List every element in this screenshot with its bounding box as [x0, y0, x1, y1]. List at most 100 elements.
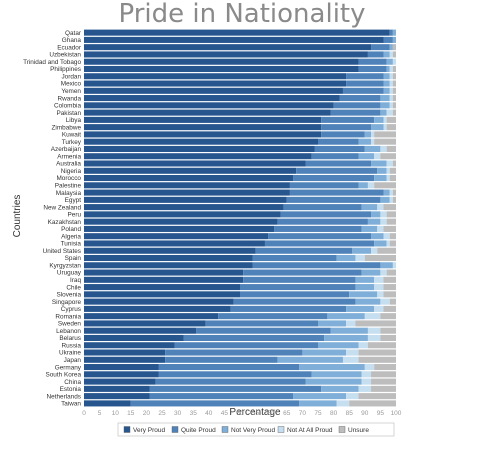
y-tick-label: Zimbabwe: [52, 124, 82, 131]
bar-egypt-very-proud: [84, 196, 287, 203]
bar-romania-very-proud: [84, 313, 219, 320]
bar-uzbekistan-unsure: [392, 51, 396, 58]
bar-pakistan-not-at-all-proud: [386, 109, 393, 116]
y-tick-label: Nigeria: [61, 168, 82, 175]
bar-cyprus-unsure: [383, 305, 396, 312]
bar-tunisia-quite-proud: [264, 240, 375, 247]
bar-new-zealand-unsure: [383, 204, 396, 211]
bar-japan-not-very-proud: [277, 356, 343, 363]
bar-south-korea-not-very-proud: [311, 371, 362, 378]
bar-japan-unsure: [358, 356, 396, 363]
bar-rwanda-unsure: [392, 95, 396, 102]
bar-iraq-quite-proud: [243, 276, 356, 283]
bar-uruguay-not-at-all-proud: [380, 269, 387, 276]
bar-germany-not-very-proud: [299, 364, 365, 371]
bar-kazakhstan-unsure: [386, 218, 396, 225]
y-tick-label: Belarus: [59, 335, 81, 342]
bar-trinidad-and-tobago-not-very-proud: [386, 58, 393, 65]
y-tick-label: Uruguay: [57, 270, 82, 277]
bar-azerbaijan-quite-proud: [314, 145, 365, 152]
bar-netherlands-very-proud: [84, 393, 150, 400]
bar-romania-unsure: [380, 313, 396, 320]
bar-azerbaijan-very-proud: [84, 145, 315, 152]
bar-belarus-not-at-all-proud: [367, 334, 381, 342]
bar-tunisia-unsure: [389, 240, 396, 247]
x-tick-label: 55: [252, 410, 260, 417]
bar-chile-unsure: [383, 284, 396, 291]
bar-poland-not-very-proud: [361, 225, 378, 232]
bar-russia-not-at-all-proud: [358, 342, 368, 349]
bar-poland-very-proud: [84, 225, 275, 232]
bar-malaysia-quite-proud: [289, 189, 384, 196]
bar-south-korea-very-proud: [84, 371, 159, 378]
legend-swatch-very-proud: [123, 426, 131, 433]
bar-poland-not-at-all-proud: [377, 225, 384, 232]
bar-chile-very-proud: [84, 284, 240, 291]
y-tick-label: Egypt: [65, 197, 82, 204]
bars-group: [84, 29, 396, 407]
bar-ukraine-unsure: [358, 349, 396, 356]
bar-mexico-not-at-all-proud: [389, 80, 393, 87]
x-tick-label: 65: [283, 410, 291, 417]
y-tick-label: Cyprus: [61, 306, 81, 313]
bar-estonia-not-very-proud: [321, 385, 359, 392]
bar-sweden-not-at-all-proud: [346, 320, 356, 327]
bar-libya-not-at-all-proud: [383, 116, 387, 123]
bar-south-korea-unsure: [371, 371, 396, 378]
legend-label-unsure: Unsure: [348, 427, 369, 434]
bar-turkey-not-at-all-proud: [371, 138, 375, 145]
y-tick-label: Russia: [61, 342, 81, 349]
y-tick-label: Mexico: [61, 81, 82, 88]
y-tick-label: Lebanon: [56, 328, 81, 335]
bar-azerbaijan-not-very-proud: [364, 145, 381, 152]
y-tick-label: Yemen: [61, 88, 81, 95]
bar-rwanda-not-very-proud: [380, 95, 390, 102]
bar-libya-very-proud: [84, 116, 322, 123]
bar-netherlands-not-very-proud: [293, 393, 347, 400]
x-axis-title: Percentage: [229, 407, 281, 418]
bar-germany-unsure: [374, 364, 396, 371]
bar-morocco-very-proud: [84, 175, 294, 182]
bar-armenia-very-proud: [84, 153, 312, 160]
bar-taiwan-not-very-proud: [299, 400, 337, 407]
y-tick-label: Pakistan: [56, 110, 81, 117]
bar-qatar-very-proud: [84, 29, 390, 36]
bar-australia-quite-proud: [305, 160, 372, 167]
legend: Very Proud Quite Proud Not Very Proud Not A…: [117, 422, 395, 437]
bar-jordan-not-at-all-proud: [389, 73, 393, 80]
y-tick-label: Morocco: [56, 175, 81, 182]
bar-taiwan-quite-proud: [130, 400, 300, 407]
bar-peru-very-proud: [84, 211, 281, 218]
bar-azerbaijan-not-at-all-proud: [380, 145, 387, 152]
y-tick-label: Chile: [66, 284, 81, 291]
y-tick-label: Japan: [64, 357, 82, 364]
bar-malaysia-very-proud: [84, 189, 290, 196]
bar-spain-quite-proud: [252, 254, 337, 262]
bar-slovenia-very-proud: [84, 291, 240, 298]
x-tick-label: 40: [205, 410, 213, 417]
bar-taiwan-unsure: [349, 400, 396, 407]
bar-palestine-not-at-all-proud: [367, 182, 375, 189]
bar-rwanda-quite-proud: [339, 95, 381, 102]
bar-ukraine-not-at-all-proud: [346, 349, 359, 356]
x-tick-label: 15: [127, 410, 135, 417]
y-tick-label: Palestine: [55, 183, 82, 190]
y-tick-label: Qatar: [65, 30, 82, 37]
bar-peru-quite-proud: [280, 211, 372, 218]
bar-poland-quite-proud: [274, 225, 362, 232]
bar-united-states-quite-proud: [255, 247, 353, 254]
bar-tunisia-very-proud: [84, 240, 265, 247]
bar-colombia-not-very-proud: [380, 102, 390, 109]
x-tick-label: 50: [236, 410, 244, 417]
y-tick-label: Kuwait: [62, 132, 81, 139]
bar-ecuador-not-very-proud: [389, 44, 393, 51]
bar-palestine-quite-proud: [289, 182, 359, 189]
bar-united-states-not-very-proud: [352, 247, 372, 254]
bar-kyrgyzstan-quite-proud: [252, 262, 381, 269]
bar-armenia-not-very-proud: [358, 153, 375, 160]
legend-label-very-proud: Very Proud: [133, 427, 166, 434]
bar-azerbaijan-unsure: [386, 145, 396, 152]
bar-algeria-not-at-all-proud: [383, 233, 390, 240]
bar-singapore-quite-proud: [233, 298, 356, 305]
bar-sweden-quite-proud: [205, 320, 318, 327]
